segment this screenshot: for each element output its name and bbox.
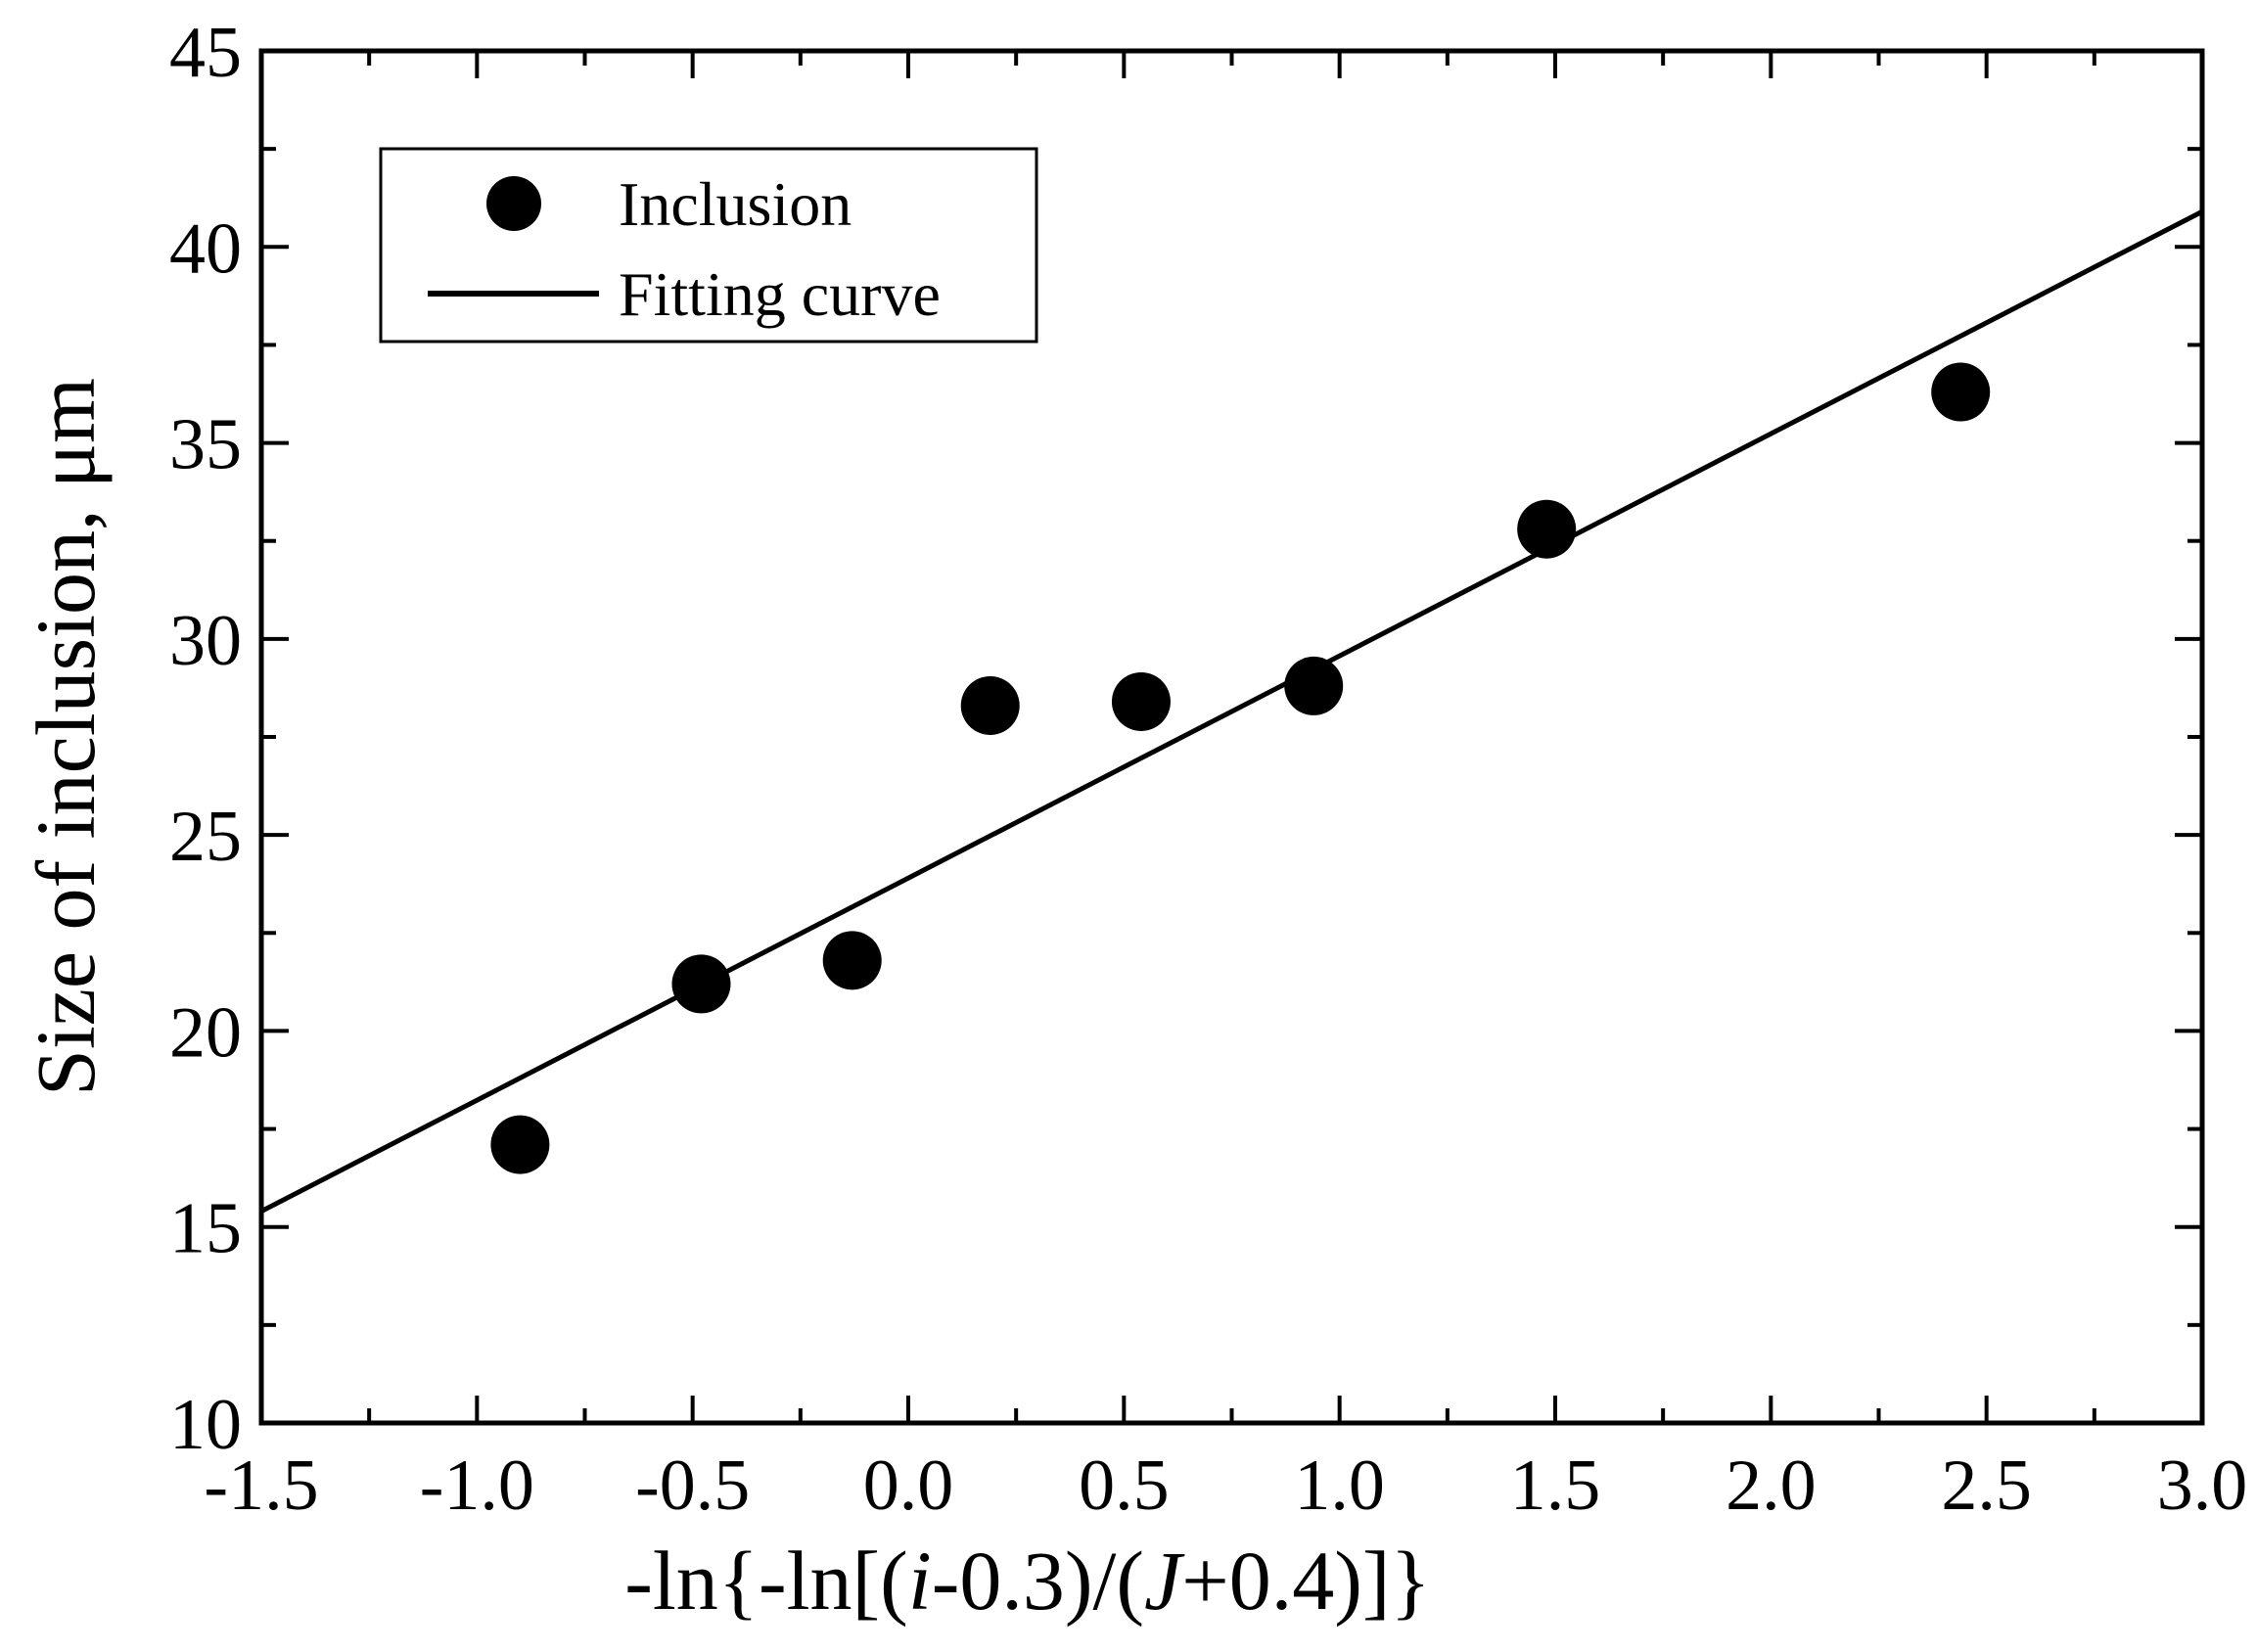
legend: Inclusion Fitting curve bbox=[379, 147, 1038, 344]
fit-layer bbox=[259, 209, 2204, 1214]
y-tick-label: 30 bbox=[169, 601, 242, 681]
y-tick-label: 40 bbox=[169, 208, 242, 289]
inclusion-point bbox=[671, 954, 731, 1014]
legend-label-inclusion: Inclusion bbox=[619, 169, 852, 239]
x-tick-label: 0.0 bbox=[863, 1446, 954, 1526]
y-tick-label: 35 bbox=[169, 405, 242, 485]
x-tick-label: 1.0 bbox=[1294, 1446, 1385, 1526]
inclusion-point bbox=[1284, 656, 1344, 715]
x-tick-label: 3.0 bbox=[2157, 1446, 2248, 1526]
inclusion-point bbox=[1517, 499, 1577, 559]
legend-marker-inclusion bbox=[486, 176, 541, 231]
x-tick-label: 0.5 bbox=[1079, 1446, 1170, 1526]
inclusion-point bbox=[960, 675, 1020, 735]
x-tick-label: -1.5 bbox=[204, 1446, 318, 1526]
y-tick-label: 45 bbox=[169, 13, 242, 93]
tick-labels: -1.5 -1.0 -0.5 0.0 0.5 1.0 1.5 2.0 2.5 3.0 10 15 20 2… bbox=[169, 13, 2247, 1526]
x-tick-label: -0.5 bbox=[635, 1446, 750, 1526]
y-tick-label: 15 bbox=[169, 1189, 242, 1269]
x-axis-title: -ln{-ln[(i-0.3)/(J+0.4)]} bbox=[624, 1534, 1431, 1628]
y-tick-label: 20 bbox=[169, 992, 242, 1073]
y-tick-label: 25 bbox=[169, 797, 242, 877]
points-layer bbox=[490, 362, 1991, 1174]
x-tick-label: 1.5 bbox=[1510, 1446, 1601, 1526]
inclusion-point bbox=[1931, 362, 1991, 422]
x-tick-label: 2.0 bbox=[1726, 1446, 1817, 1526]
x-tick-label: 2.5 bbox=[1941, 1446, 2032, 1526]
legend-label-fitting: Fitting curve bbox=[619, 259, 941, 329]
x-tick-label: -1.0 bbox=[420, 1446, 534, 1526]
y-axis-title: Size of inclusion, μm bbox=[19, 378, 113, 1096]
inclusion-point bbox=[822, 931, 882, 990]
inclusion-point bbox=[1111, 671, 1171, 731]
inclusion-point bbox=[490, 1115, 550, 1174]
plot-frame bbox=[258, 48, 2205, 1426]
fitting-curve-line bbox=[259, 209, 2204, 1214]
legend-box bbox=[379, 147, 1038, 344]
y-tick-label: 10 bbox=[169, 1385, 242, 1465]
